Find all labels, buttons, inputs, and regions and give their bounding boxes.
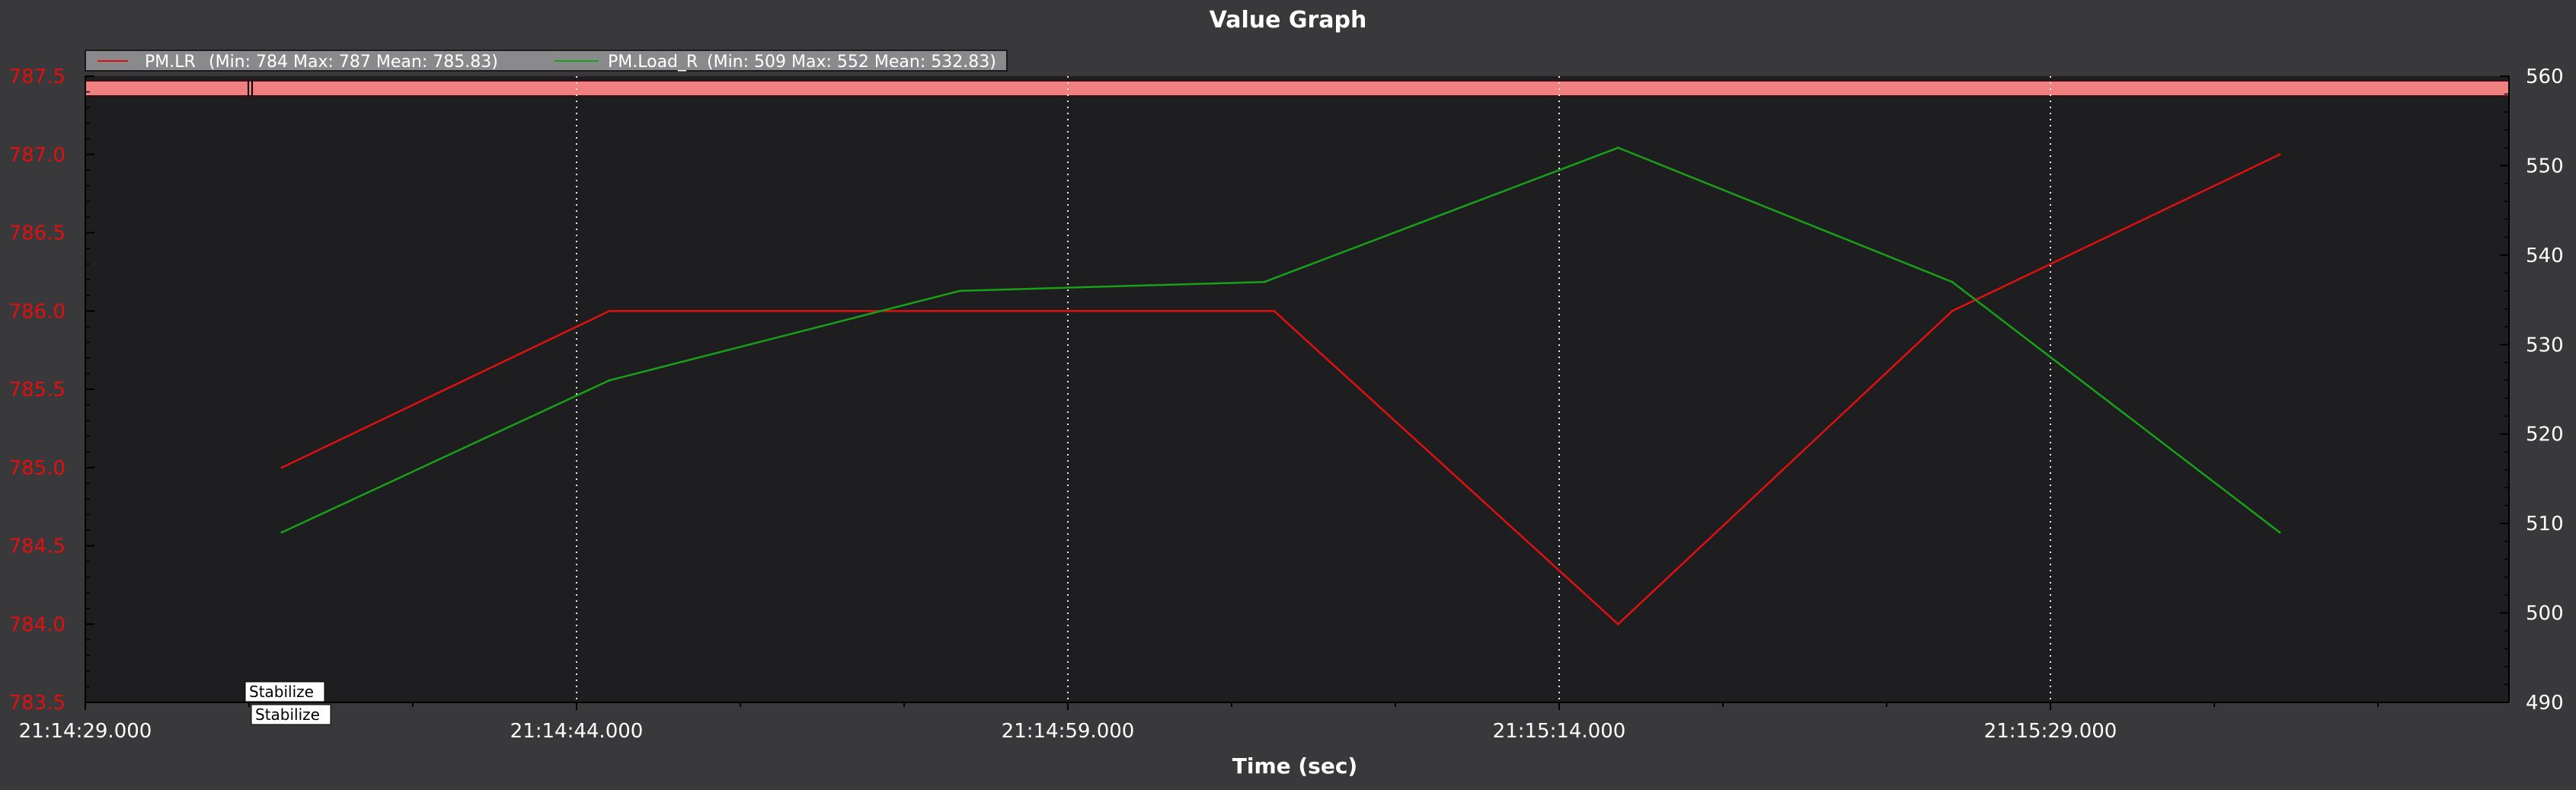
tick-labels: 21:14:29.000 21:14:44.000 21:14:59.000 21:1… bbox=[9, 66, 2564, 743]
y-left-tick-label: 786.0 bbox=[9, 300, 66, 323]
y-left-tick-label: 783.5 bbox=[9, 692, 66, 715]
series bbox=[280, 146, 2281, 625]
x-tick-label: 21:14:44.000 bbox=[510, 720, 644, 743]
data-point-pm-lr bbox=[280, 466, 283, 469]
data-point-pm-lr bbox=[2278, 153, 2281, 156]
series-line-pm-lr bbox=[281, 153, 2280, 625]
x-tick-label: 21:14:29.000 bbox=[19, 720, 152, 743]
legend-label-pm-lr: PM.LR bbox=[145, 53, 196, 72]
axes bbox=[85, 75, 2510, 710]
y-right-tick-label: 510 bbox=[2526, 513, 2564, 536]
mode-label-box bbox=[251, 704, 331, 725]
y-right-tick-label: 490 bbox=[2526, 692, 2564, 715]
highlight-band bbox=[85, 80, 2510, 97]
y-right-tick-label: 540 bbox=[2526, 245, 2564, 267]
y-left-tick-label: 784.0 bbox=[9, 613, 66, 636]
legend-stats-pm-load-r: (Min: 509 Max: 552 Mean: 532.83) bbox=[707, 53, 996, 72]
data-point-pm-load-r bbox=[1616, 146, 1619, 149]
mode-label-box bbox=[244, 681, 325, 702]
y-right-tick-label: 520 bbox=[2526, 424, 2564, 446]
x-tick-label: 21:14:59.000 bbox=[1002, 720, 1135, 743]
y-left-tick-label: 787.5 bbox=[9, 66, 66, 88]
y-right-tick-label: 560 bbox=[2526, 66, 2564, 88]
x-tick-label: 21:15:29.000 bbox=[1984, 720, 2117, 743]
y-right-tick-label: 530 bbox=[2526, 334, 2564, 357]
data-point-pm-lr bbox=[1951, 309, 1954, 312]
mode-annotation: Stabilize bbox=[244, 681, 325, 702]
y-left-tick-label: 787.0 bbox=[9, 144, 66, 167]
grid bbox=[576, 76, 2051, 702]
data-point-pm-lr bbox=[608, 309, 611, 312]
y-left-tick-label: 785.5 bbox=[9, 379, 66, 401]
mode-label: Stabilize bbox=[255, 705, 320, 724]
y-right-tick-label: 500 bbox=[2526, 603, 2564, 625]
chart-title: Value Graph bbox=[1210, 7, 1367, 34]
data-point-pm-load-r bbox=[958, 289, 961, 293]
y-left-tick-label: 785.0 bbox=[9, 457, 66, 480]
x-tick-label: 21:15:14.000 bbox=[1493, 720, 1626, 743]
data-point-pm-lr bbox=[1273, 309, 1276, 312]
mode-annotation: Stabilize bbox=[251, 704, 331, 725]
legend[interactable]: PM.LR (Min: 784 Max: 787 Mean: 785.83) P… bbox=[85, 50, 1008, 72]
data-point-pm-load-r bbox=[608, 379, 611, 382]
plot-area[interactable] bbox=[85, 75, 2510, 703]
data-point-pm-lr bbox=[1616, 622, 1619, 625]
data-point-pm-load-r bbox=[1951, 280, 1954, 283]
y-right-tick-label: 550 bbox=[2526, 155, 2564, 178]
x-axis-title: Time (sec) bbox=[1232, 753, 1357, 779]
legend-box bbox=[85, 50, 1008, 72]
data-point-pm-load-r bbox=[280, 531, 283, 534]
legend-label-pm-load-r: PM.Load_R bbox=[608, 53, 698, 72]
data-point-pm-load-r bbox=[2278, 531, 2281, 534]
legend-stats-pm-lr: (Min: 784 Max: 787 Mean: 785.83) bbox=[209, 53, 498, 72]
data-point-pm-load-r bbox=[1263, 280, 1266, 283]
mode-label: Stabilize bbox=[249, 683, 314, 701]
y-left-tick-label: 784.5 bbox=[9, 536, 66, 558]
y-left-tick-label: 786.5 bbox=[9, 222, 66, 245]
